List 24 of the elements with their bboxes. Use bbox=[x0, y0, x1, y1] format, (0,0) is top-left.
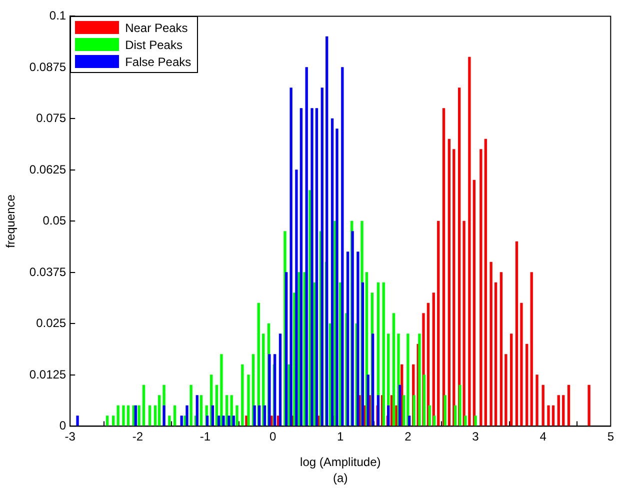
y-tick-label: 0 bbox=[59, 418, 66, 433]
legend-label: False Peaks bbox=[125, 54, 192, 69]
y-tick-label: 0.0625 bbox=[29, 162, 66, 176]
y-tick-label: 0.0125 bbox=[29, 367, 66, 382]
x-tick-label: 2 bbox=[404, 430, 412, 444]
legend-label: Dist Peaks bbox=[125, 38, 182, 52]
x-tick-label: 0 bbox=[269, 430, 276, 444]
text: (a) bbox=[333, 471, 348, 485]
y-axis-title: frequence bbox=[4, 194, 18, 248]
y-tick-label: 0.0375 bbox=[29, 264, 66, 279]
y-tick-label: 0.0875 bbox=[29, 60, 66, 74]
x-tick-label: -3 bbox=[64, 430, 76, 444]
legend-label: Near Peaks bbox=[125, 20, 188, 35]
x-axis-title: log (Amplitude) bbox=[300, 455, 381, 470]
x-tick-label: 1 bbox=[337, 430, 344, 444]
x-tick-label: 3 bbox=[472, 430, 480, 444]
x-tick-label: -1 bbox=[200, 430, 211, 444]
y-tick-label: 0.075 bbox=[36, 111, 66, 126]
x-tick-label: 4 bbox=[540, 430, 547, 444]
x-tick-label: -2 bbox=[132, 430, 144, 444]
y-tick-label: 0.05 bbox=[42, 214, 66, 228]
x-tick-label: 5 bbox=[607, 430, 614, 444]
y-tick-label: 0.025 bbox=[36, 316, 66, 330]
y-tick-label: 0.1 bbox=[49, 8, 66, 23]
